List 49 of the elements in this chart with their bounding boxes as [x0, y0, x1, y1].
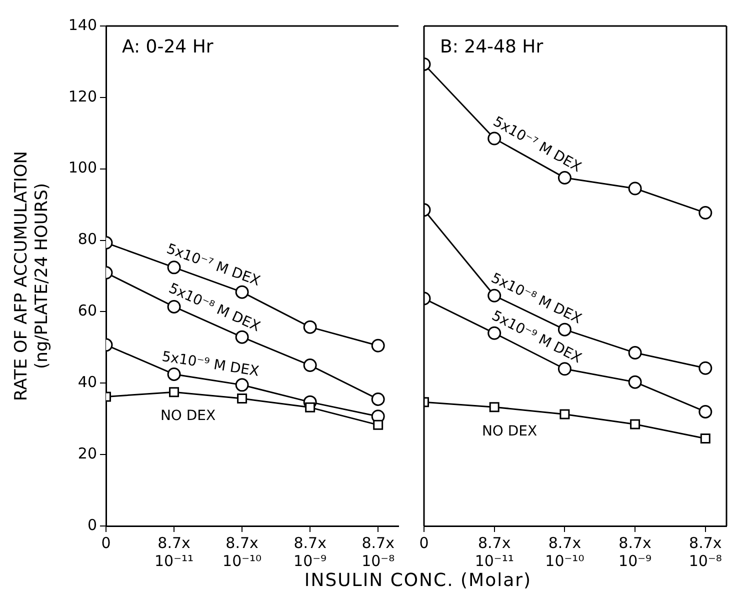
y-tick-label: 120: [68, 87, 97, 106]
y-tick-label: 40: [78, 373, 97, 392]
text: B: 24-48 Hr: [440, 36, 544, 58]
point: [558, 322, 572, 336]
point: [303, 358, 317, 372]
x-tick-label: 0: [101, 534, 111, 552]
point: [371, 392, 385, 406]
point: [698, 206, 712, 220]
series-label: NO DEX: [160, 408, 216, 424]
point: [169, 387, 180, 398]
x-tick-label: 8.7x 10⁻⁸: [362, 534, 395, 570]
point: [235, 285, 249, 299]
y-tick-label: 60: [78, 302, 97, 320]
point: [305, 402, 316, 412]
x-tick-label: 8.7x 10⁻⁹: [294, 534, 327, 570]
y-tick-label: 0: [87, 516, 97, 534]
x-axis-title: INSULIN CONC. (Molar): [303, 570, 533, 591]
point: [489, 402, 500, 412]
x-tick-label: 0: [419, 534, 429, 552]
point: [371, 338, 385, 352]
text: A: 0-24 Hr: [122, 36, 214, 58]
point: [630, 419, 640, 430]
y-axis-title: RATE OF AFP ACCUMULATION (ng/PLATE/24 HOURS): [12, 151, 52, 401]
x-tick-label: 8.7x 10⁻¹¹: [154, 534, 194, 570]
point: [167, 367, 181, 381]
point: [235, 378, 249, 392]
x-tick-label: 8.7x 10⁻¹⁰: [545, 534, 584, 570]
point: [373, 420, 384, 430]
point: [628, 375, 642, 389]
point: [237, 394, 248, 404]
y-tick-label: 140: [68, 16, 97, 34]
x-tick-label: 8.7x 10⁻¹⁰: [222, 534, 262, 570]
point: [628, 346, 642, 360]
point: [628, 182, 642, 196]
series-label: NO DEX: [482, 423, 538, 440]
x-tick-label: 8.7x 10⁻⁹: [618, 534, 652, 570]
point: [560, 409, 570, 420]
point: [558, 362, 572, 376]
point: [303, 320, 317, 334]
point: [698, 404, 712, 418]
y-tick-label: 100: [68, 158, 97, 177]
point: [558, 171, 572, 185]
x-tick-label: 8.7x 10⁻¹¹: [474, 534, 514, 570]
text: 5x10⁻⁹ M DEX: [160, 348, 261, 380]
point: [698, 361, 712, 375]
point: [700, 434, 710, 444]
y-tick-label: 80: [78, 230, 97, 248]
x-tick-label: 8.7x 10⁻⁸: [688, 534, 722, 570]
y-tick-label: 20: [78, 444, 97, 462]
